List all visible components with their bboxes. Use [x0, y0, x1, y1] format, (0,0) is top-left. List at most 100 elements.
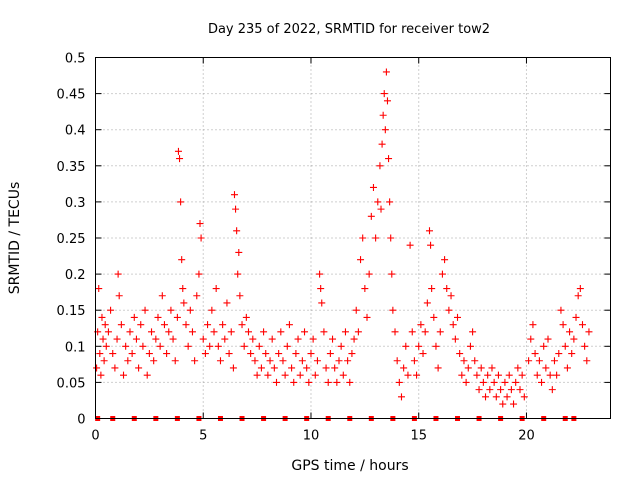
data-point: [544, 335, 552, 343]
data-point: [102, 342, 110, 350]
data-point: [152, 335, 160, 343]
data-point: [389, 306, 397, 314]
data-point: [290, 378, 298, 386]
data-point: [583, 357, 591, 365]
data-point: [234, 270, 242, 278]
data-point: [451, 335, 459, 343]
data-point: [381, 126, 389, 134]
data-point: [283, 342, 291, 350]
x-axis-label: GPS time / hours: [291, 458, 408, 474]
data-point: [359, 234, 367, 242]
data-point: [124, 357, 132, 365]
data-point: [122, 342, 130, 350]
data-point: [421, 328, 429, 336]
data-point: [395, 378, 403, 386]
data-point: [160, 321, 168, 329]
data-point: [186, 306, 194, 314]
data-point: [219, 321, 227, 329]
data-point: [427, 241, 435, 249]
data-point: [566, 328, 574, 336]
data-point: [546, 371, 554, 379]
data-point: [128, 350, 136, 358]
y-tick-label: 0: [77, 413, 85, 428]
data-point: [447, 292, 455, 300]
data-point: [225, 350, 233, 358]
data-point: [229, 364, 237, 372]
data-point: [313, 357, 321, 365]
data-point: [432, 342, 440, 350]
data-point: [443, 285, 451, 293]
data-point: [574, 292, 582, 300]
data-point: [388, 270, 396, 278]
data-point: [374, 198, 382, 206]
x-tick-label: 5: [199, 429, 207, 444]
data-point: [212, 285, 220, 293]
x-tick-label: 10: [303, 429, 320, 444]
data-point: [380, 90, 388, 98]
data-point: [397, 393, 405, 401]
data-point: [430, 313, 438, 321]
data-point: [184, 342, 192, 350]
plot-frame: [95, 57, 611, 419]
data-point: [464, 364, 472, 372]
data-point: [348, 350, 356, 358]
data-point: [104, 328, 112, 336]
data-point: [346, 378, 354, 386]
data-point: [512, 378, 520, 386]
data-point: [191, 357, 199, 365]
data-point: [117, 321, 125, 329]
data-point: [576, 285, 584, 293]
data-point: [423, 299, 431, 307]
data-point: [199, 335, 207, 343]
data-point: [357, 256, 365, 264]
data-point: [120, 371, 128, 379]
data-point: [339, 371, 347, 379]
data-point: [307, 350, 315, 358]
data-point: [208, 306, 216, 314]
data-point: [285, 321, 293, 329]
x-tick-label: 0: [91, 429, 99, 444]
data-point: [236, 292, 244, 300]
data-point: [484, 371, 492, 379]
data-point: [377, 205, 385, 213]
data-point: [311, 371, 319, 379]
data-point: [417, 321, 425, 329]
data-point: [329, 335, 337, 343]
data-point: [154, 313, 162, 321]
data-point: [188, 328, 196, 336]
data-point: [107, 306, 115, 314]
data-point: [230, 191, 238, 199]
data-point: [507, 386, 515, 394]
data-point: [264, 371, 272, 379]
y-tick-label: 0.25: [57, 232, 86, 247]
data-point: [238, 321, 246, 329]
data-point: [156, 342, 164, 350]
data-point: [578, 321, 586, 329]
data-point: [344, 357, 352, 365]
data-point: [227, 328, 235, 336]
data-point: [553, 371, 561, 379]
data-point: [413, 371, 421, 379]
data-points: [93, 68, 593, 421]
data-point: [214, 342, 222, 350]
data-point: [488, 364, 496, 372]
data-point: [158, 292, 166, 300]
data-point: [561, 342, 569, 350]
data-point: [298, 357, 306, 365]
data-point: [95, 285, 103, 293]
data-point: [376, 162, 384, 170]
data-point: [196, 220, 204, 228]
data-point: [393, 357, 401, 365]
data-point: [178, 256, 186, 264]
data-point: [404, 371, 412, 379]
data-point: [163, 350, 171, 358]
grid-lines: [95, 57, 611, 419]
data-point: [365, 270, 373, 278]
data-point: [195, 270, 203, 278]
data-point: [93, 364, 101, 372]
data-point: [557, 306, 565, 314]
data-point: [126, 328, 134, 336]
data-point: [410, 357, 418, 365]
data-point: [350, 335, 358, 343]
